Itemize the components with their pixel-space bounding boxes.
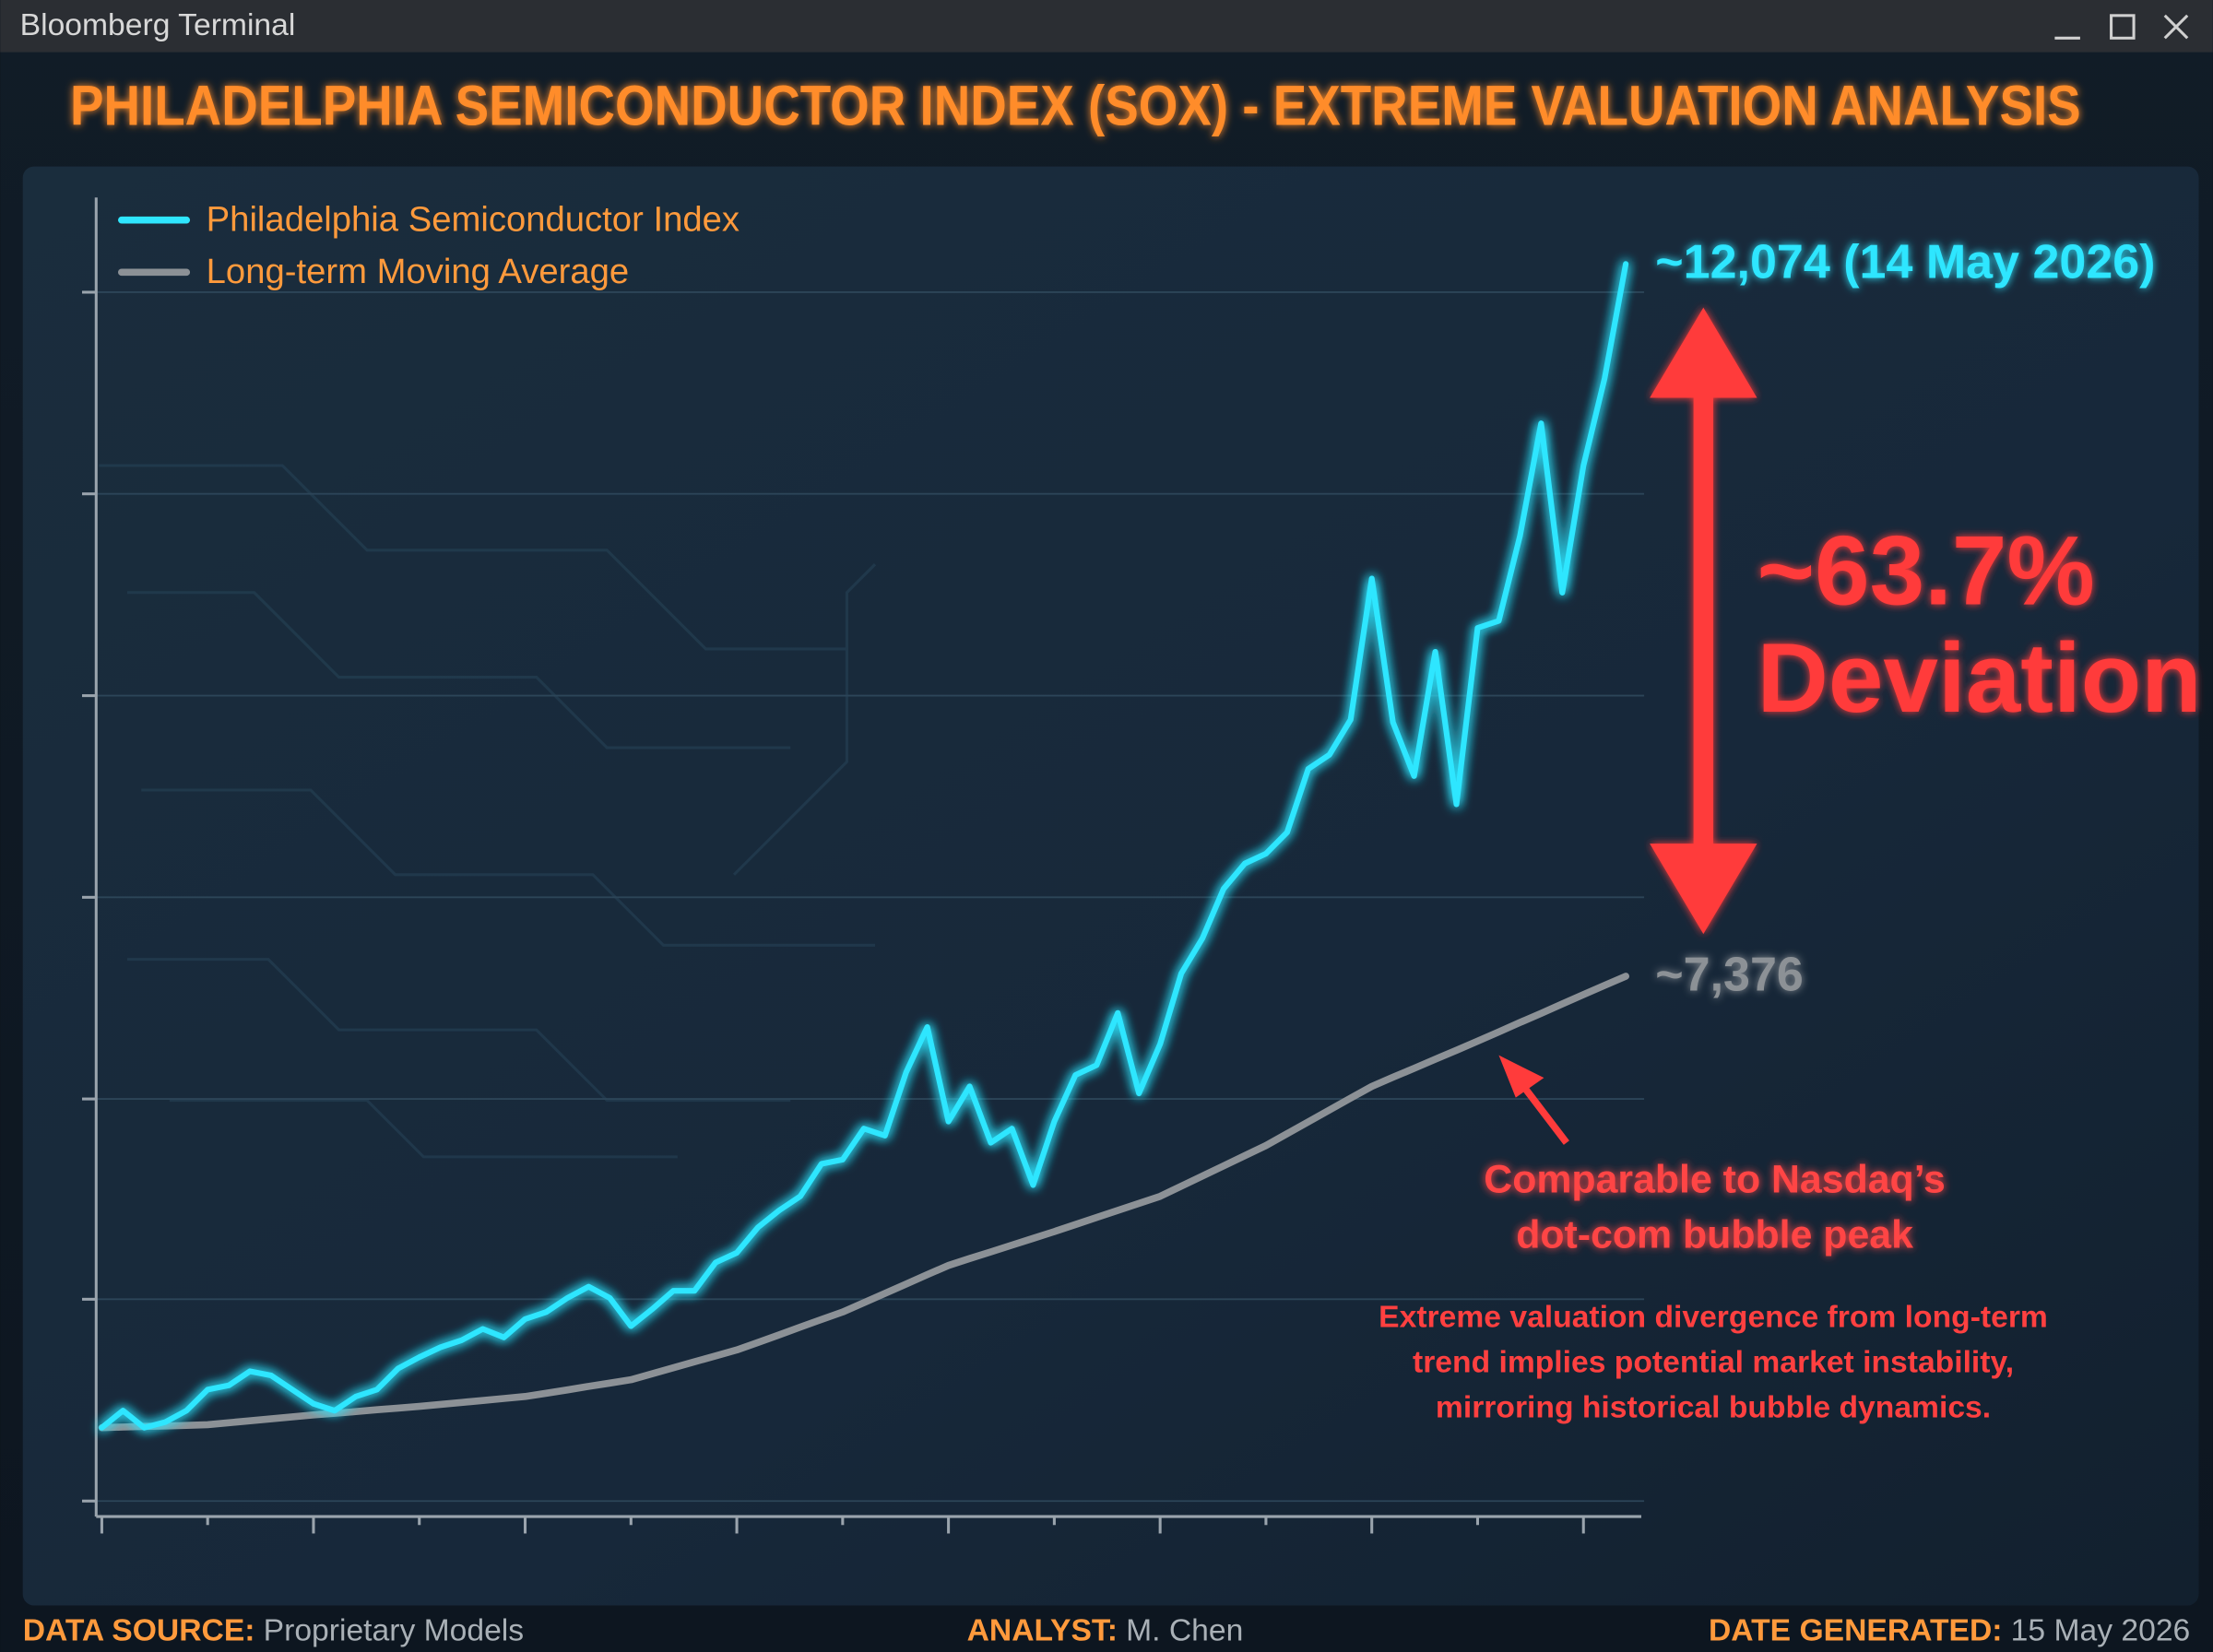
deviation-annotation: ~63.7% [1757,515,2094,626]
close-button[interactable] [2163,14,2189,40]
window-title: Bloomberg Terminal [20,8,296,42]
comparison-annotation: dot-com bubble peak [1516,1212,1913,1257]
footer-analyst: ANALYST: M. Chen [967,1613,1244,1647]
deviation-annotation: Deviation [1757,622,2201,733]
footer-label: ANALYST: [967,1613,1118,1647]
plot-area: ~12,074 (14 May 2026) ~7,376 Philadelphia … [81,197,2202,1534]
maximize-button[interactable] [2110,14,2136,40]
comparison-arrow [1498,1055,1569,1145]
title-bar [0,0,2213,53]
footer-data-source: DATA SOURCE: Proprietary Models [23,1613,524,1647]
footer-value: Proprietary Models [264,1613,524,1647]
footer-label: DATA SOURCE: [23,1613,255,1647]
end-value-label: ~7,376 [1655,948,1804,1001]
legend-label: Long-term Moving Average [207,252,630,291]
footer-value: 15 May 2026 [2011,1613,2191,1647]
chart-panel [22,166,2199,1606]
window-controls[interactable] [2054,14,2189,40]
moving-average-line [98,973,1629,1432]
footer-label: DATE GENERATED: [1709,1613,2003,1647]
legend: Philadelphia Semiconductor Index Long-ter… [118,199,740,291]
circuit-decoration [99,464,877,1159]
legend-label: Philadelphia Semiconductor Index [207,199,740,239]
footer-value: M. Chen [1126,1613,1243,1647]
note-annotation: trend implies potential market instabili… [1413,1346,2014,1380]
deviation-arrow [1650,307,1757,935]
note-annotation: mirroring historical bubble dynamics. [1436,1391,1991,1425]
note-annotation: Extreme valuation divergence from long-t… [1379,1301,2048,1335]
chart-title: PHILADELPHIA SEMICONDUCTOR INDEX (SOX) -… [70,75,2081,137]
comparison-annotation: Comparable to Nasdaq’s [1484,1158,1946,1202]
footer-date: DATE GENERATED: 15 May 2026 [1709,1613,2190,1647]
index-line [99,261,1629,1431]
end-value-label: ~12,074 (14 May 2026) [1655,236,2155,289]
